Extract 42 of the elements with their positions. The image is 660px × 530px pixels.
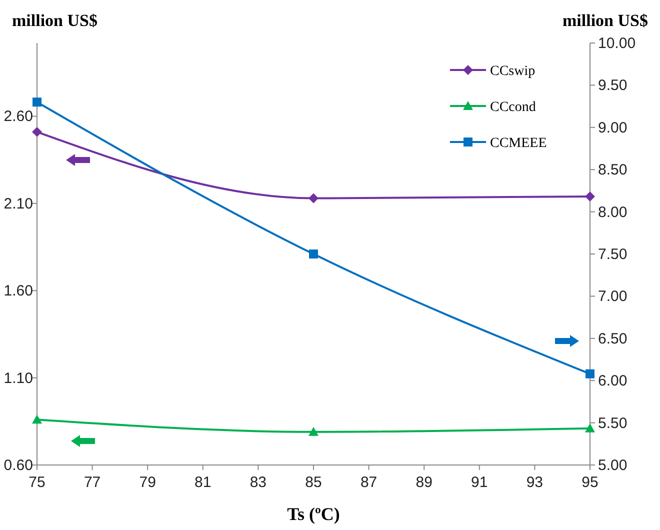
y-tick-label: 2.10 xyxy=(4,195,33,212)
y2-tick-label: 5.50 xyxy=(598,414,628,432)
y2-tick-label: 8.00 xyxy=(598,204,628,221)
x-tick-label: 77 xyxy=(84,474,101,491)
point xyxy=(32,98,42,107)
y2-tick-label: 6.50 xyxy=(598,330,628,348)
y-tick-label: 1.10 xyxy=(4,370,33,387)
x-tick-label: 91 xyxy=(471,474,488,491)
y2-tick-label: 5.00 xyxy=(598,457,628,474)
x-tick-label: 93 xyxy=(526,474,544,491)
x-tick-label: 85 xyxy=(305,474,322,491)
y2-tick-label: 6.00 xyxy=(598,372,628,390)
point xyxy=(309,250,318,258)
y2-tick-label: 10.00 xyxy=(598,35,636,52)
x-tick-label: 81 xyxy=(194,474,212,491)
y2-tick-label: 9.50 xyxy=(598,77,628,94)
x-tick-label: 75 xyxy=(28,474,46,491)
point xyxy=(308,426,318,436)
legend-label: CCcond xyxy=(490,100,536,115)
y-tick-label: 1.60 xyxy=(4,282,33,300)
point xyxy=(585,423,595,432)
x-axis-title: Ts (ºC) xyxy=(287,504,340,524)
x-tick-label: 89 xyxy=(416,474,432,491)
y2-tick-label: 7.50 xyxy=(598,246,628,263)
x-tick-label: 87 xyxy=(360,474,378,491)
y2-tick-label: 9.00 xyxy=(598,119,628,136)
y-tick-label: 2.60 xyxy=(4,108,33,126)
y-tick-label: 0.60 xyxy=(4,457,33,474)
x-tick-label: 83 xyxy=(250,474,267,491)
point xyxy=(32,126,42,137)
x-tick-label: 95 xyxy=(582,474,598,491)
y2-tick-label: 7.00 xyxy=(598,288,628,306)
legend-label: CCswip xyxy=(490,64,536,79)
y2-axis-title: million US$ xyxy=(562,11,648,30)
y-axis-title: million US$ xyxy=(12,11,98,30)
y2-tick-label: 8.50 xyxy=(598,162,628,179)
x-tick-label: 79 xyxy=(139,474,156,491)
point xyxy=(586,369,594,378)
point xyxy=(585,191,595,202)
legend-label: CCMEEE xyxy=(490,136,547,151)
point xyxy=(32,414,42,424)
point xyxy=(308,193,318,204)
